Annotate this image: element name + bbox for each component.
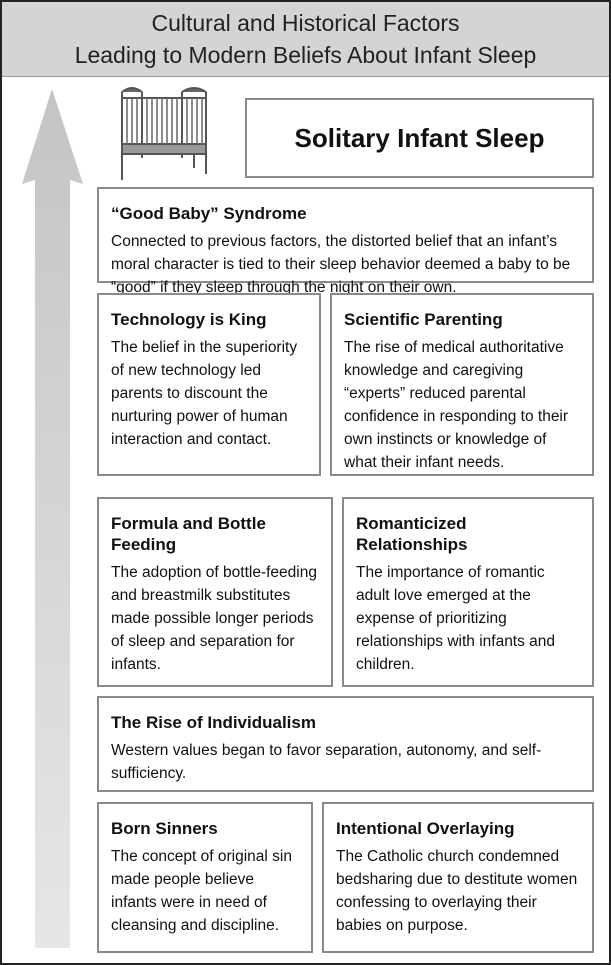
factor-technology-is-king: Technology is King The belief in the sup… [97, 293, 321, 476]
factor-text: Western values began to favor separation… [111, 742, 542, 782]
factor-text: The importance of romantic adult love em… [356, 564, 556, 673]
factor-text: The rise of medical authoritative knowle… [344, 339, 569, 471]
factor-romanticized-relationships: Romanticized Relationships The importanc… [342, 497, 594, 687]
outcome-box: Solitary Infant Sleep [245, 98, 594, 178]
factor-title: Born Sinners [111, 819, 218, 838]
factor-born-sinners: Born Sinners The concept of original sin… [97, 802, 313, 953]
header: Cultural and Historical Factors Leading … [2, 2, 609, 77]
title-line-1: Cultural and Historical Factors [151, 10, 460, 36]
factor-title: The Rise of Individualism [111, 713, 316, 732]
factor-title: Formula and Bottle Feeding [111, 514, 266, 554]
factor-text: Connected to previous factors, the disto… [111, 233, 571, 296]
factor-text: The Catholic church condemned bedsharing… [336, 848, 578, 934]
outcome-label: Solitary Infant Sleep [294, 122, 545, 153]
factor-rise-of-individualism: The Rise of Individualism Western values… [97, 696, 594, 792]
factor-title: Scientific Parenting [344, 310, 503, 329]
factor-title: “Good Baby” Syndrome [111, 204, 307, 223]
factor-good-baby-syndrome: “Good Baby” Syndrome Connected to previo… [97, 187, 594, 296]
factor-title: Technology is King [111, 310, 267, 329]
title-line-2: Leading to Modern Beliefs About Infant S… [74, 42, 537, 68]
factor-title: Romanticized Relationships [356, 514, 468, 554]
factor-scientific-parenting: Scientific Parenting The rise of medical… [330, 293, 594, 476]
crib-icon [121, 87, 207, 180]
factor-text: The concept of original sin made people … [111, 848, 292, 934]
factor-intentional-overlaying: Intentional Overlaying The Catholic chur… [322, 802, 594, 953]
factor-text: The adoption of bottle-feeding and breas… [111, 564, 317, 673]
factor-formula-bottle-feeding: Formula and Bottle Feeding The adoption … [97, 497, 333, 687]
factor-title: Intentional Overlaying [336, 819, 515, 838]
up-arrow-icon [22, 89, 83, 948]
factor-text: The belief in the superiority of new tec… [111, 339, 298, 448]
